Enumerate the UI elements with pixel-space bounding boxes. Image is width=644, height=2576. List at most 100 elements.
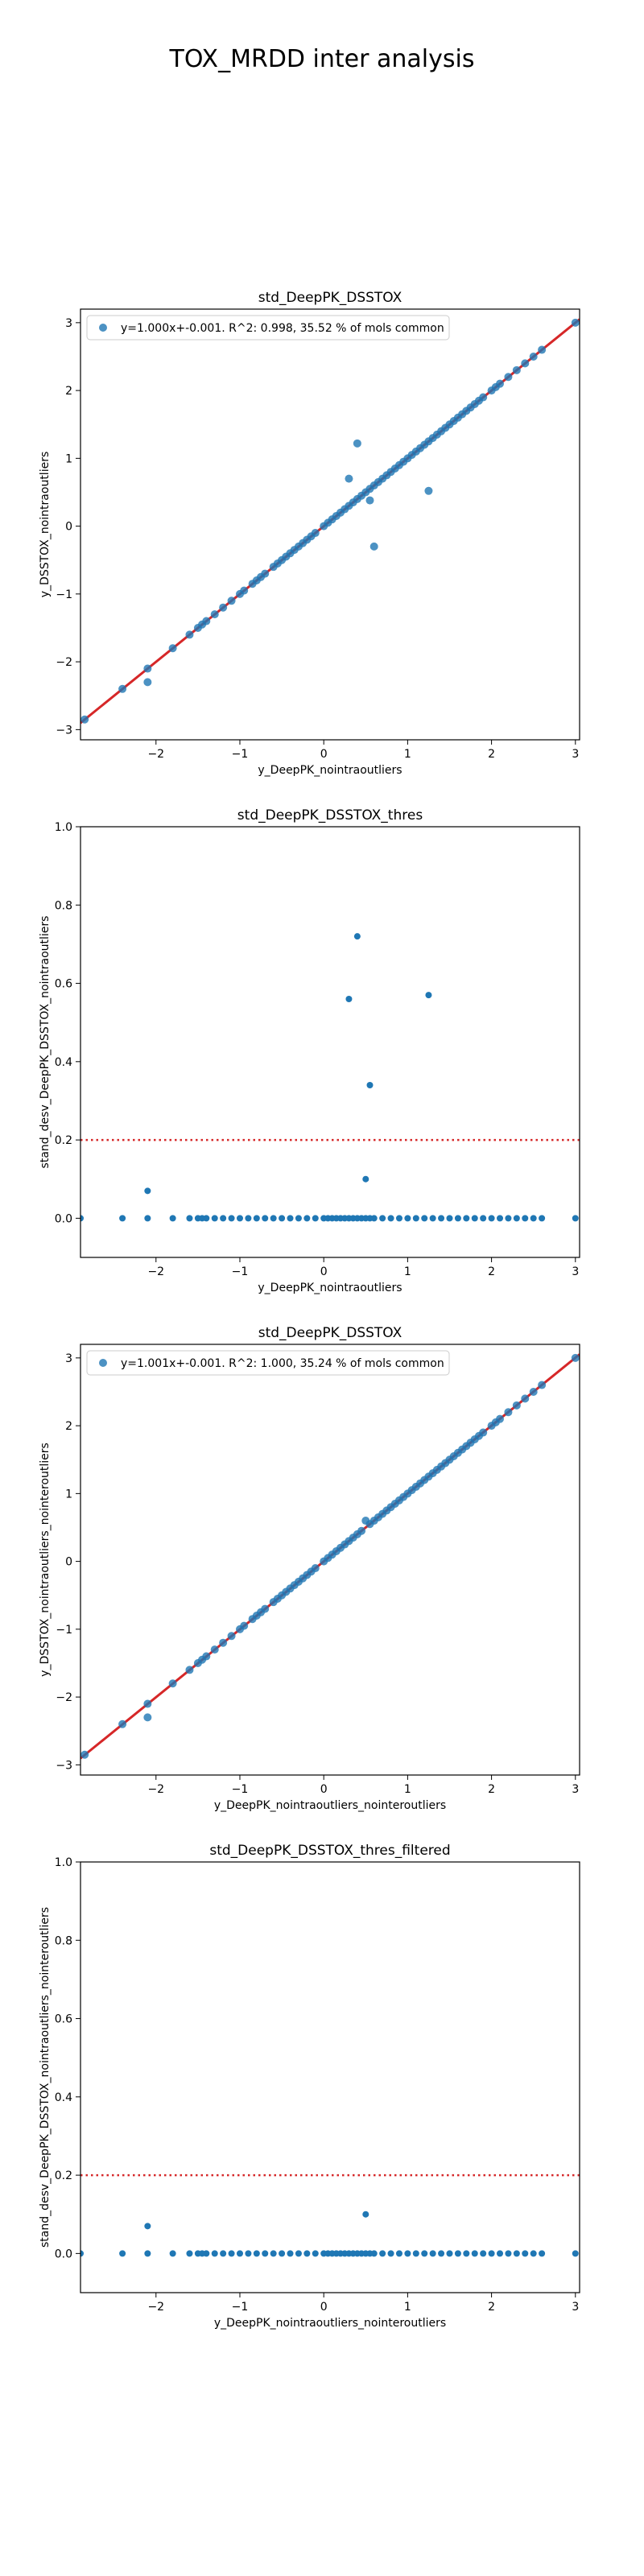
y-tick-label: 0 (65, 1556, 72, 1569)
data-point (345, 474, 353, 483)
x-tick-label: −2 (147, 748, 164, 761)
y-tick-label: −2 (56, 656, 72, 669)
y-tick-label: 3 (65, 317, 72, 330)
data-point (539, 2250, 546, 2257)
data-point (279, 2250, 286, 2257)
y-tick-label: 1 (65, 452, 72, 465)
data-point (513, 1215, 520, 1222)
data-point (480, 2250, 487, 2257)
x-axis-label: y_DeepPK_nointraoutliers_nointeroutliers (214, 2317, 446, 2330)
data-point (169, 1215, 176, 1222)
data-point (463, 2250, 470, 2257)
y-tick-label: 1 (65, 1488, 72, 1501)
data-point (521, 1394, 530, 1403)
x-tick-label: −1 (232, 1265, 249, 1278)
axes-frame (80, 826, 580, 1258)
x-tick-label: 0 (320, 2301, 328, 2314)
data-point (80, 2250, 84, 2257)
data-point (80, 715, 89, 724)
data-point (228, 1215, 235, 1222)
data-point (245, 2250, 252, 2257)
chart-panel-3: −2 −1 0 1 2 3 −3 −2 −1 0 1 2 3 std_DeepPK_DSSTOX y_Dee… (39, 1325, 580, 1812)
y-tick-label: 2 (65, 1420, 72, 1433)
data-point (270, 1215, 277, 1222)
data-point (279, 1215, 286, 1222)
data-point (424, 486, 433, 495)
data-point (370, 1215, 378, 1222)
data-point (438, 1215, 445, 1222)
data-point (253, 1215, 260, 1222)
y-axis-label: y_DSSTOX_nointraoutliers_nointeroutliers (39, 1443, 52, 1677)
y-tick-label: −2 (56, 1691, 72, 1704)
data-point (471, 2250, 478, 2257)
y-tick-label: 0 (65, 521, 72, 534)
data-point (261, 569, 270, 578)
y-tick-label: −1 (56, 1624, 72, 1637)
y-tick-label: 0.8 (55, 1934, 72, 1947)
data-point (429, 1215, 436, 1222)
data-point (236, 2250, 243, 2257)
data-point (295, 1215, 302, 1222)
data-point (303, 2250, 311, 2257)
data-point (404, 2250, 411, 2257)
data-point (185, 1666, 194, 1674)
data-point (488, 1215, 495, 1222)
x-tick-label: −2 (147, 1783, 164, 1796)
data-point (521, 359, 530, 368)
data-point (210, 610, 219, 619)
data-point (496, 379, 505, 388)
data-point (219, 603, 228, 612)
data-point (571, 1353, 580, 1362)
data-point (143, 664, 152, 673)
data-point (512, 365, 521, 374)
data-point (404, 1215, 411, 1222)
y-axis-label: stand_desv_DeepPK_DSSTOX_nointraoutliers… (39, 1907, 52, 2248)
data-point (186, 2250, 193, 2257)
data-point (168, 1679, 177, 1688)
y-axis-label: stand_desv_DeepPK_DSSTOX_nointraoutliers (39, 916, 52, 1169)
data-point (497, 1215, 504, 1222)
data-point (454, 2250, 461, 2257)
data-point (143, 1713, 152, 1722)
data-point (119, 2250, 126, 2257)
chart-panel-2: −2 −1 0 1 2 3 0.0 0.2 0.4 0.6 0.8 1.0 std_DeepPK_DSS… (39, 807, 580, 1294)
chart-title: std_DeepPK_DSSTOX (258, 290, 402, 306)
data-point (144, 1215, 151, 1222)
legend-marker (99, 324, 107, 332)
x-tick-label: 0 (320, 1783, 328, 1796)
x-tick-label: 3 (572, 1265, 579, 1278)
legend-label: y=1.001x+-0.001. R^2: 1.000, 35.24 % of … (121, 1357, 444, 1370)
data-point (262, 1215, 269, 1222)
data-point (143, 1699, 152, 1708)
data-point (210, 1645, 219, 1654)
data-point (228, 2250, 235, 2257)
data-point (480, 1215, 487, 1222)
data-point (429, 2250, 436, 2257)
y-tick-label: 3 (65, 1352, 72, 1365)
y-tick-label: 0.6 (55, 2013, 72, 2026)
data-point (203, 2250, 210, 2257)
axes-frame (80, 1344, 580, 1776)
y-tick-label: −1 (56, 588, 72, 601)
data-point (530, 1215, 537, 1222)
x-tick-label: 2 (488, 748, 495, 761)
x-tick-label: 1 (404, 1783, 411, 1796)
x-tick-label: 0 (320, 1265, 328, 1278)
data-point (202, 1652, 211, 1661)
data-point (421, 1215, 428, 1222)
chart-title: std_DeepPK_DSSTOX_thres_filtered (209, 1843, 450, 1859)
data-point (345, 996, 353, 1002)
data-point (488, 2250, 495, 2257)
x-tick-label: −1 (232, 2301, 249, 2314)
data-point (479, 1428, 488, 1437)
data-point (144, 2250, 151, 2257)
legend-label: y=1.000x+-0.001. R^2: 0.998, 35.52 % of … (121, 322, 444, 335)
data-point (446, 2250, 453, 2257)
chart-panel-4: −2 −1 0 1 2 3 0.0 0.2 0.4 0.6 0.8 1.0 std_DeepPK_DSS… (39, 1843, 580, 2330)
x-tick-label: 1 (404, 748, 411, 761)
chart-title: std_DeepPK_DSSTOX (258, 1325, 402, 1341)
y-tick-label: 1.0 (55, 1856, 72, 1869)
data-point (211, 2250, 218, 2257)
y-tick-label: 0.0 (55, 1212, 72, 1225)
plot-area (80, 1353, 580, 1760)
